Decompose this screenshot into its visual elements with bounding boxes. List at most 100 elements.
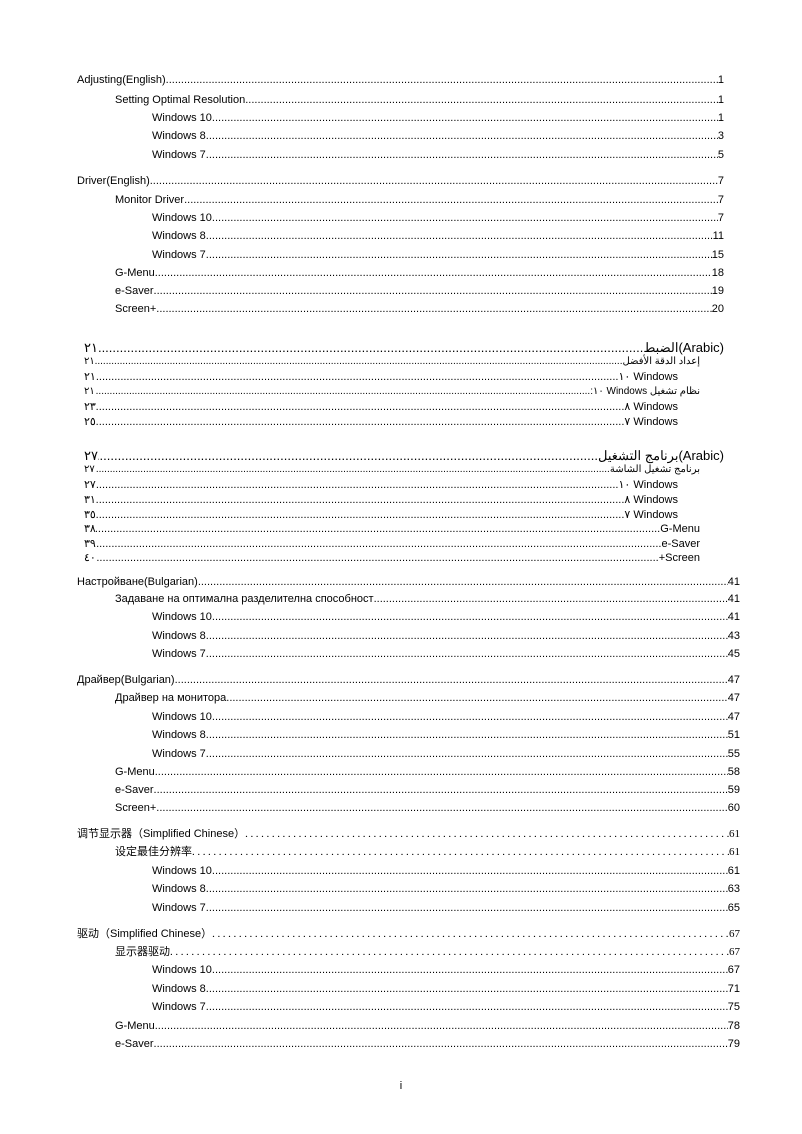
toc-entry[interactable]: Windows 10..............................… [152,111,724,125]
toc-entry-title: Screen+ [658,552,700,564]
dot-leader: ........................................… [205,748,728,760]
toc-entry-title: Задаване на оптимална разделителна спосо… [115,593,374,605]
toc-entry-page: 41 [727,593,740,605]
toc-entry[interactable]: Задаване на оптимална разделителна спосо… [115,592,740,606]
toc-entry-title: Windows ٧ [624,509,678,521]
toc-entry[interactable]: Windows ١٠..............................… [84,370,678,384]
toc-entry-page: 20 [711,303,724,315]
toc-entry-title: Driver(English) [77,175,150,187]
toc-entry-page: ٣٨ [84,523,96,535]
toc-entry[interactable]: Windows 10..............................… [152,963,740,977]
toc-entry[interactable]: برنامج تشغيل الشاشة.....................… [84,463,700,477]
toc-entry-title: Windows ١٠ [618,479,678,491]
toc-entry-title: Windows ٨ [624,401,678,413]
toc-entry[interactable]: Windows 8...............................… [152,629,740,643]
toc-entry[interactable]: Adjusting(English)......................… [77,73,724,87]
toc-entry[interactable]: Драйвер на монитора.....................… [115,691,740,705]
toc-entry[interactable]: 设定最佳分辨率.................................… [115,845,740,859]
toc-entry[interactable]: Monitor Driver..........................… [115,193,724,207]
toc-entry[interactable]: 显示器驱动...................................… [115,945,740,959]
toc-entry-title: برنامج تشغيل الشاشة [609,464,700,475]
toc-entry-page: ٢٥ [84,416,96,428]
toc-entry-page: 41 [727,576,740,588]
toc-entry[interactable]: نظام تشغيل Windows ١٠:..................… [84,385,700,399]
dot-leader: ........................................… [211,112,718,124]
toc-entry-page: 78 [727,1020,740,1032]
toc-entry[interactable]: Windows 8...............................… [152,728,740,742]
toc-entry[interactable]: Настройване(Bulgarian)..................… [77,575,740,589]
toc-entry-title: Windows 10 [152,865,212,877]
dot-leader: ........................................… [245,828,729,840]
toc-entry[interactable]: Драйвер(Bulgarian)......................… [77,673,740,687]
toc-entry[interactable]: G-Menu..................................… [115,266,724,280]
toc-entry-title: Windows 8 [152,983,206,995]
dot-leader: ........................................… [226,692,728,704]
toc-entry[interactable]: Screen+.................................… [84,551,700,565]
dot-leader: ........................................… [153,1038,728,1050]
toc-entry-title: e-Saver [115,784,154,796]
dot-leader: ........................................… [95,523,661,535]
toc-entry-page: 18 [711,267,724,279]
toc-entry[interactable]: Windows ٨...............................… [84,400,678,414]
toc-entry[interactable]: Windows 7...............................… [152,747,740,761]
toc-entry-page: 11 [712,230,724,242]
toc-entry[interactable]: Windows 7...............................… [152,901,740,915]
toc-entry-title: Screen+ [115,802,157,814]
toc-entry[interactable]: G-Menu..................................… [84,522,700,536]
toc-entry-page: 60 [727,802,740,814]
toc-entry-page: 7 [717,212,724,224]
toc-entry[interactable]: Windows 10..............................… [152,864,740,878]
toc-entry[interactable]: إعداد الدقة الأفضل......................… [84,355,700,369]
toc-entry-title: Windows ٨ [624,494,678,506]
toc-entry[interactable]: Screen+.................................… [115,302,724,316]
toc-entry[interactable]: G-Menu..................................… [115,1019,740,1033]
toc-entry[interactable]: e-Saver.................................… [115,1037,740,1051]
toc-entry[interactable]: Windows 8...............................… [152,129,724,143]
toc-entry-title: Windows 7 [152,648,206,660]
toc-entry-page: 7 [717,194,724,206]
toc-entry-page: ٣٩ [84,538,96,550]
toc-entry[interactable]: Windows 10..............................… [152,610,740,624]
toc-entry[interactable]: Windows 7...............................… [152,148,724,162]
dot-leader: ........................................… [95,371,619,383]
toc-entry[interactable]: Windows ٧...............................… [84,508,678,522]
toc-entry[interactable]: Setting Optimal Resolution..............… [115,93,724,107]
toc-entry[interactable]: Windows 10..............................… [152,211,724,225]
dot-leader: ........................................… [165,74,718,86]
toc-entry[interactable]: Screen+.................................… [115,801,740,815]
toc-entry-title: Windows 7 [152,748,206,760]
toc-entry-page: ٣١ [84,494,96,506]
toc-entry[interactable]: 驱动（Simplified Chinese）..................… [77,927,740,941]
toc-entry[interactable]: Windows 7...............................… [152,647,740,661]
toc-entry[interactable]: 调节显示器（Simplified Chinese）...............… [77,827,740,841]
toc-entry[interactable]: Windows ٨...............................… [84,493,678,507]
toc-entry[interactable]: Windows 7...............................… [152,1000,740,1014]
toc-entry-page: 58 [727,766,740,778]
toc-entry[interactable]: Windows ١٠..............................… [84,478,678,492]
toc-entry-title: 显示器驱动 [115,946,170,958]
toc-entry-title: G-Menu [115,766,155,778]
toc-entry[interactable]: Windows 7...............................… [152,248,724,262]
toc-entry[interactable]: e-Saver.................................… [115,284,724,298]
toc-entry[interactable]: Driver(English).........................… [77,174,724,188]
toc-entry-page: ٣٥ [84,509,96,521]
dot-leader: ........................................… [205,230,713,242]
toc-entry[interactable]: e-Saver.................................… [84,537,700,551]
toc-entry[interactable]: Windows 8...............................… [152,982,740,996]
toc-entry[interactable]: (Arabic)برنامج التشغيل..................… [84,449,724,463]
toc-entry-page: 7 [717,175,724,187]
toc-entry-page: 63 [727,883,740,895]
toc-entry[interactable]: Windows ٧...............................… [84,415,678,429]
toc-entry[interactable]: (Arabic)الضبط...........................… [84,341,724,355]
toc-entry[interactable]: e-Saver.................................… [115,783,740,797]
toc-entry[interactable]: G-Menu..................................… [115,765,740,779]
toc-entry-title: Windows 8 [152,729,206,741]
toc-entry-page: 67 [729,928,740,940]
dot-leader: ........................................… [97,341,644,355]
toc-entry[interactable]: Windows 8...............................… [152,229,724,243]
dot-leader: ........................................… [156,802,728,814]
toc-entry[interactable]: Windows 10..............................… [152,710,740,724]
toc-entry[interactable]: Windows 8...............................… [152,882,740,896]
toc-entry-title: e-Saver [115,1038,154,1050]
toc-entry-title: Monitor Driver [115,194,185,206]
